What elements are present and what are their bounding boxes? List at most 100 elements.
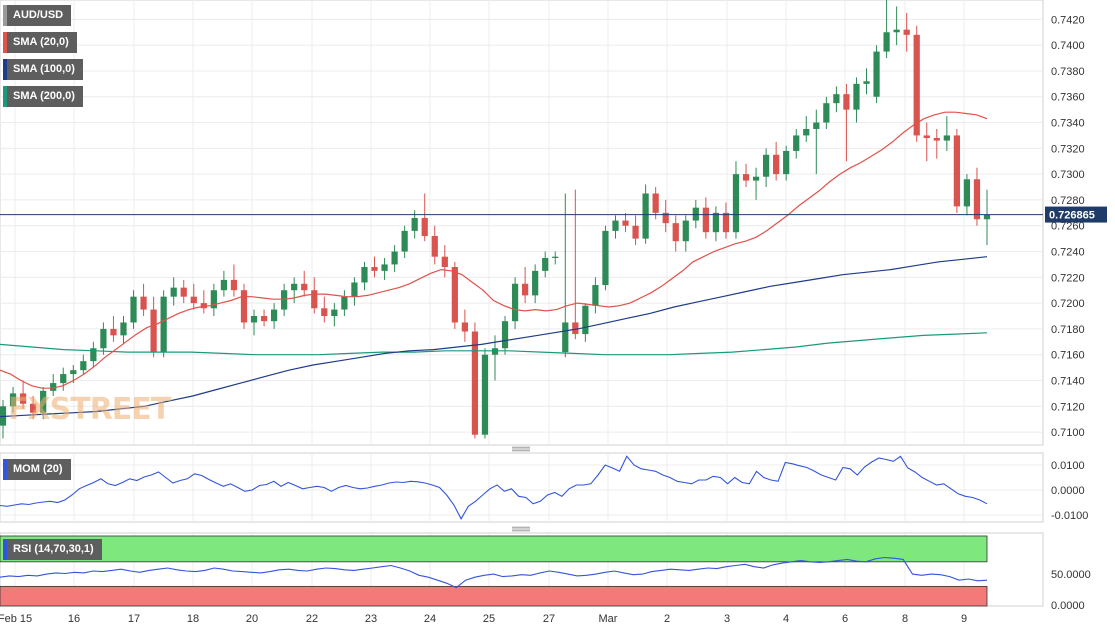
y-tick-label: 0.7340 [1051,118,1085,130]
candle [260,309,268,327]
candle-body [321,308,328,317]
candle [110,316,117,342]
candle [773,141,780,181]
candle-body [311,290,318,309]
candle [491,335,499,381]
candle-body [361,267,368,283]
candle [833,86,840,113]
candle-body [933,138,940,141]
candle [632,215,639,246]
candle-body [973,179,981,220]
y-tick-label: 0.7320 [1051,143,1085,155]
legend-rsi[interactable]: RSI (14,70,30,1) [3,539,102,560]
panel-frame-0 [0,0,1044,446]
candle [963,174,971,216]
rsi-swatch [3,539,7,560]
legend-mom-label: MOM (20) [13,463,63,475]
candle [903,12,910,52]
candle-body [30,403,37,413]
candle [250,309,258,336]
candle-body [873,51,880,97]
candle-body [652,193,659,213]
candle-body [793,135,800,151]
candle [602,225,609,291]
candle [140,283,147,317]
candle [270,303,278,329]
x-tick-label: 2 [664,613,670,625]
candle [421,193,428,242]
y-tick-label: 50.0000 [1051,569,1091,581]
candle-body [391,251,398,265]
candle [451,261,458,329]
candle [682,215,689,252]
legend-sma20[interactable]: SMA (20,0) [3,32,77,53]
x-tick-label: 22 [306,613,318,625]
candle-body [371,267,378,271]
candle [321,296,328,323]
legend-sma20-label: SMA (20,0) [13,36,69,48]
candle-body [19,393,27,404]
candle-body [722,212,730,233]
price-panel: 0.7100 0.7120 0.7140 0.7160 0.7180 0.7200 0.72… [0,0,1107,446]
y-tick-label: 0.7200 [1051,298,1085,310]
candle [331,303,338,327]
legend-symbol[interactable]: AUD/USD [3,5,72,26]
candle [391,245,398,273]
candle-body [903,29,910,35]
candle [130,290,137,329]
candle-body [522,283,529,296]
candle-body [582,305,589,335]
candle [672,215,679,252]
candle-body [752,176,760,181]
y-tick-label: 0.7160 [1051,350,1085,362]
candle-body [953,135,960,207]
candle-body [823,103,830,123]
legend-symbol-label: AUD/USD [13,9,64,21]
candle-body [843,94,850,110]
candle-body [70,370,77,375]
candle [983,189,991,246]
rsi-panel: 0.0000 50.0000 [0,532,1091,612]
candle-body [250,316,258,323]
candle [90,341,97,368]
candle [341,290,348,317]
candle-body [622,220,629,226]
candle-body [421,217,428,237]
x-tick-label: 4 [783,613,789,625]
candle [230,264,238,297]
candle [210,283,217,317]
candle [662,199,669,233]
candle-body [210,290,217,309]
y-tick-label: 0.0000 [1051,600,1085,612]
candle [813,109,820,175]
legend-sma100[interactable]: SMA (100,0) [3,59,83,80]
y-tick-label: 0.7360 [1051,92,1085,104]
candle-body [913,34,920,136]
candle [120,316,127,345]
y-tick-label: 0.0000 [1051,485,1085,497]
candle-body [461,322,468,332]
candle-body [562,322,569,353]
legend-mom[interactable]: MOM (20) [3,459,71,480]
candle [793,128,800,159]
candle [501,316,509,355]
x-tick-label: Mar [599,613,618,625]
legend-sma200[interactable]: SMA (200,0) [3,86,83,107]
candle-body [130,296,137,323]
candle-body [732,174,740,233]
watermark-logo: FXSTREET [8,392,171,427]
candle [19,380,27,409]
candle [562,193,569,358]
x-tick-label: 24 [424,613,436,625]
candle-body [702,207,709,233]
candle [752,167,760,200]
candle [953,128,960,213]
candle-body [270,309,278,322]
candle-body [983,214,991,220]
candle-body [632,225,639,239]
candle [190,283,197,310]
candle [923,122,930,162]
candle-body [381,264,388,271]
candle [943,116,950,151]
candle-body [200,303,207,309]
